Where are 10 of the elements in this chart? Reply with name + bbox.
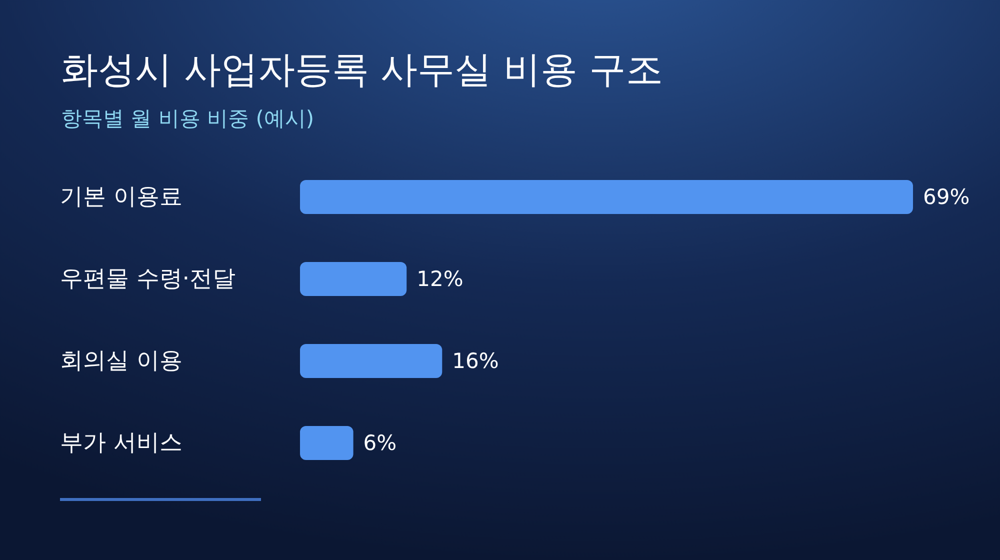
y-tick-label: 우편물 수령·전달 (60, 266, 236, 292)
y-tick-label: 회의실 이용 (60, 348, 182, 374)
data-label: 6% (363, 431, 397, 455)
chart-title: 화성시 사업자등록 사무실 비용 구조 (61, 48, 664, 91)
data-label: 16% (452, 349, 499, 373)
y-tick-label: 부가 서비스 (60, 430, 182, 456)
y-tick-label: 기본 이용료 (60, 184, 182, 210)
chart-subtitle: 항목별 월 비용 비중 (예시) (61, 106, 314, 130)
data-label: 69% (923, 185, 970, 209)
data-label: 12% (416, 267, 464, 291)
